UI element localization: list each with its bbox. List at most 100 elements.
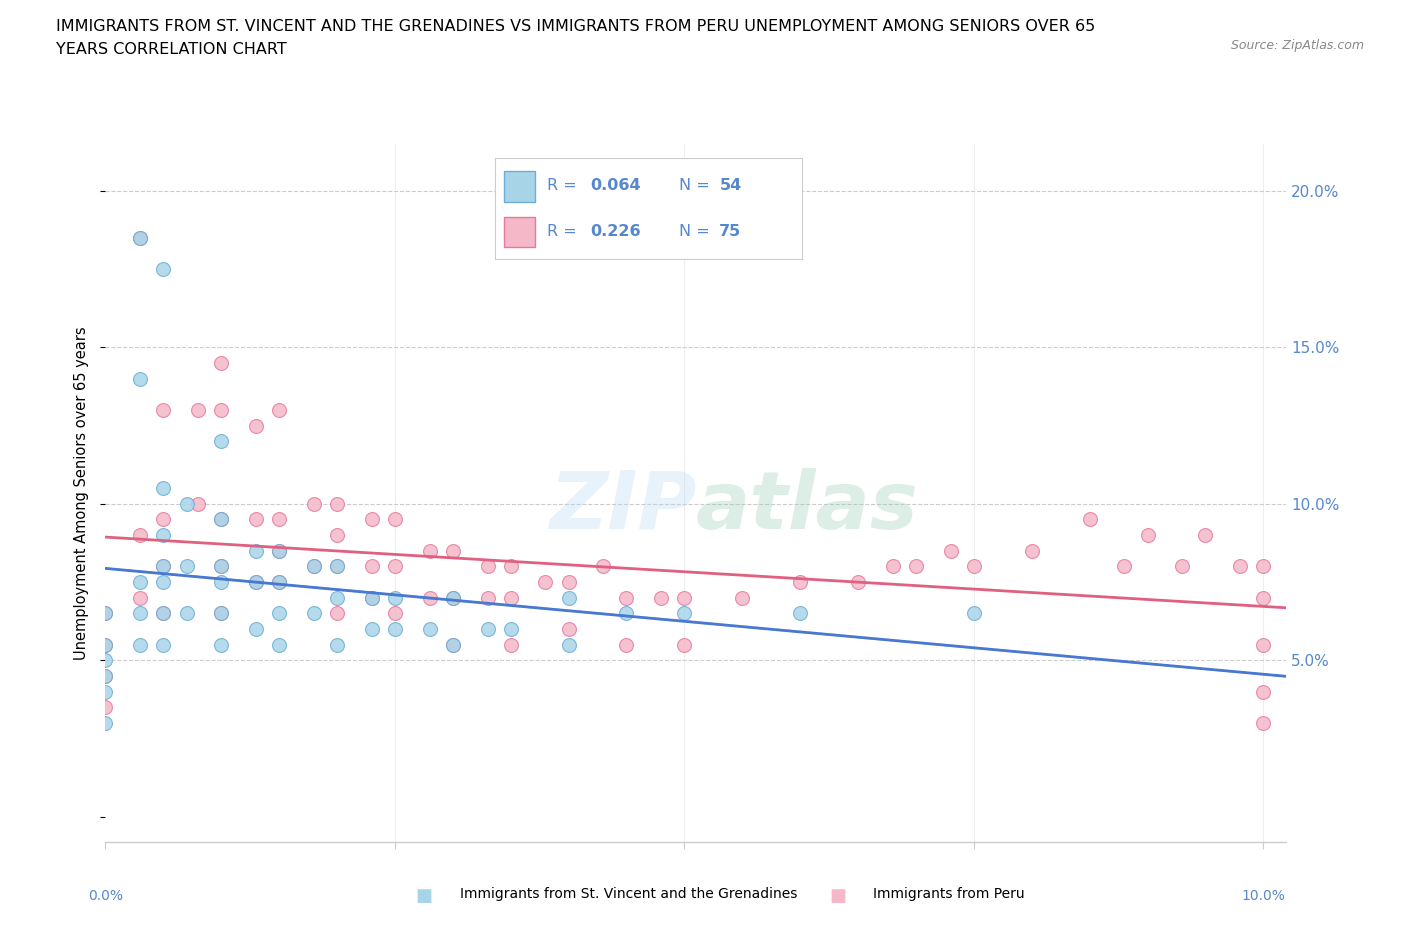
Point: [94, 669, 117, 684]
Point: [441, 591, 464, 605]
Point: [1078, 512, 1101, 527]
Point: [673, 637, 696, 652]
Point: [789, 605, 811, 620]
Text: Immigrants from St. Vincent and the Grenadines: Immigrants from St. Vincent and the Gren…: [460, 887, 797, 901]
Point: [477, 621, 499, 636]
Point: [616, 591, 638, 605]
Point: [302, 559, 325, 574]
Point: [152, 559, 174, 574]
Point: [326, 527, 349, 542]
Point: [176, 605, 198, 620]
Point: [534, 575, 557, 590]
Point: [673, 591, 696, 605]
Point: [1136, 527, 1159, 542]
Point: [557, 575, 579, 590]
Point: [1253, 715, 1275, 730]
Point: [499, 559, 522, 574]
Point: [94, 699, 117, 714]
Point: [326, 591, 349, 605]
Point: [129, 231, 152, 246]
Point: [209, 575, 232, 590]
Point: [939, 543, 962, 558]
Text: IMMIGRANTS FROM ST. VINCENT AND THE GRENADINES VS IMMIGRANTS FROM PERU UNEMPLOYM: IMMIGRANTS FROM ST. VINCENT AND THE GREN…: [56, 19, 1095, 33]
Point: [360, 621, 382, 636]
Point: [269, 575, 291, 590]
Point: [963, 605, 986, 620]
Point: [94, 605, 117, 620]
Point: [384, 559, 406, 574]
Point: [384, 621, 406, 636]
Point: [245, 512, 267, 527]
Point: [1171, 559, 1194, 574]
Point: [384, 512, 406, 527]
Point: [152, 527, 174, 542]
Point: [360, 591, 382, 605]
Point: [94, 684, 117, 699]
Point: [419, 591, 441, 605]
Text: 10.0%: 10.0%: [1241, 888, 1285, 903]
Point: [326, 559, 349, 574]
Point: [209, 559, 232, 574]
Point: [557, 591, 579, 605]
Point: [152, 637, 174, 652]
Point: [209, 512, 232, 527]
Point: [360, 591, 382, 605]
Point: [209, 355, 232, 370]
Point: [302, 497, 325, 512]
Point: [269, 543, 291, 558]
Point: [269, 575, 291, 590]
Point: [94, 669, 117, 684]
Point: [882, 559, 904, 574]
Point: [673, 605, 696, 620]
Point: [187, 497, 209, 512]
Point: [419, 621, 441, 636]
Point: [152, 262, 174, 277]
Point: [441, 543, 464, 558]
Point: [499, 621, 522, 636]
Point: [441, 637, 464, 652]
Point: [129, 605, 152, 620]
Point: [269, 605, 291, 620]
Point: [499, 591, 522, 605]
Point: [94, 605, 117, 620]
Point: [94, 637, 117, 652]
Point: [152, 559, 174, 574]
Point: [209, 637, 232, 652]
Text: Immigrants from Peru: Immigrants from Peru: [873, 887, 1025, 901]
Point: [499, 637, 522, 652]
Point: [477, 559, 499, 574]
Point: [1253, 591, 1275, 605]
Point: [789, 575, 811, 590]
Point: [592, 559, 614, 574]
Text: Source: ZipAtlas.com: Source: ZipAtlas.com: [1230, 39, 1364, 52]
Point: [176, 497, 198, 512]
Point: [1021, 543, 1043, 558]
Point: [326, 637, 349, 652]
Text: ■: ■: [416, 887, 433, 905]
Point: [245, 621, 267, 636]
Point: [94, 715, 117, 730]
Point: [326, 605, 349, 620]
Y-axis label: Unemployment Among Seniors over 65 years: Unemployment Among Seniors over 65 years: [73, 326, 89, 659]
Point: [209, 605, 232, 620]
Point: [441, 591, 464, 605]
Point: [326, 559, 349, 574]
Point: [245, 575, 267, 590]
Point: [302, 559, 325, 574]
Point: [209, 434, 232, 449]
Point: [129, 371, 152, 386]
Point: [1114, 559, 1136, 574]
Point: [384, 591, 406, 605]
Point: [1229, 559, 1251, 574]
Point: [269, 403, 291, 418]
Text: YEARS CORRELATION CHART: YEARS CORRELATION CHART: [56, 42, 287, 57]
Point: [129, 231, 152, 246]
Point: [904, 559, 927, 574]
Point: [94, 653, 117, 668]
Point: [269, 637, 291, 652]
Text: ZIP: ZIP: [548, 468, 696, 546]
Point: [269, 512, 291, 527]
Point: [152, 605, 174, 620]
Point: [129, 637, 152, 652]
Point: [152, 605, 174, 620]
